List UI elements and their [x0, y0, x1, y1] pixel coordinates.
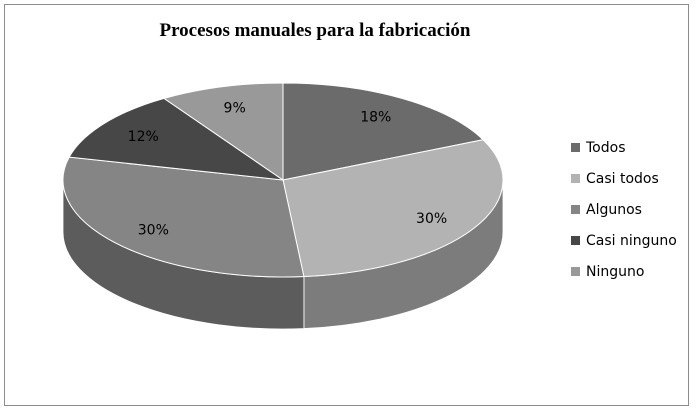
legend-label: Todos: [586, 139, 626, 156]
data-label-ninguno: 9%: [224, 100, 246, 116]
legend-item-ninguno: Ninguno: [571, 256, 677, 287]
data-label-casi-todos: 30%: [416, 211, 447, 227]
pie-slice-todos: [282, 82, 485, 181]
legend-item-casi-todos: Casi todos: [571, 163, 677, 194]
legend-item-todos: Todos: [571, 132, 677, 163]
legend-swatch: [571, 236, 580, 245]
legend-label: Casi ninguno: [586, 232, 677, 249]
legend-item-casi-ninguno: Casi ninguno: [571, 225, 677, 256]
pie-slice-algunos: [62, 156, 305, 278]
legend-swatch: [571, 174, 580, 183]
legend-label: Algunos: [586, 201, 642, 218]
legend-swatch: [571, 143, 580, 152]
legend-swatch: [571, 267, 580, 276]
legend-label: Casi todos: [586, 170, 659, 187]
legend-label: Ninguno: [586, 263, 645, 280]
pie-slice-ninguno: [162, 82, 284, 181]
legend: Todos Casi todos Algunos Casi ninguno Ni…: [571, 132, 677, 287]
data-label-algunos: 30%: [138, 223, 169, 239]
pie-slice-casi-todos: [282, 139, 504, 278]
pie-top: [62, 82, 504, 278]
legend-item-algunos: Algunos: [571, 194, 677, 225]
chart-title: Procesos manuales para la fabricación: [159, 20, 471, 41]
data-label-casi-ninguno: 12%: [128, 129, 159, 145]
pie-slice-casi-ninguno: [68, 97, 284, 181]
legend-swatch: [571, 205, 580, 214]
data-label-todos: 18%: [360, 109, 391, 125]
